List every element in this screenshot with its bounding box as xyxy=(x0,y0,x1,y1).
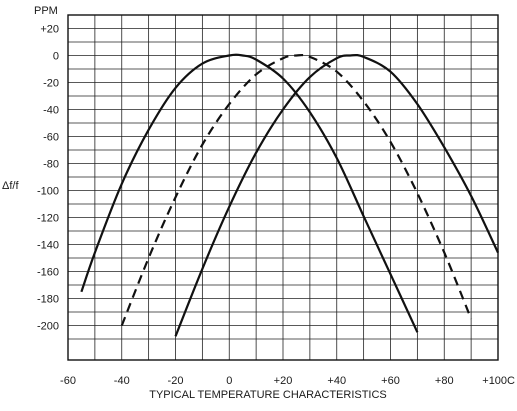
series-line-2 xyxy=(120,53,473,326)
y-axis-label: Δf/f xyxy=(2,180,19,192)
y-tick-label: -200 xyxy=(37,321,59,333)
chart-series xyxy=(80,53,499,337)
y-tick-label: -40 xyxy=(43,105,59,117)
y-tick-label: -20 xyxy=(43,78,59,90)
y-unit-label: PPM xyxy=(34,5,58,17)
series-line-3 xyxy=(174,53,499,337)
x-tick-label: +80 xyxy=(435,375,454,387)
y-tick-label: -120 xyxy=(37,213,59,225)
x-tick-label: -60 xyxy=(60,375,76,387)
y-tick-label: -180 xyxy=(37,294,59,306)
y-tick-label: +20 xyxy=(40,24,59,36)
x-tick-label: 0 xyxy=(226,375,232,387)
chart-grid xyxy=(68,15,498,360)
x-tick-label: +100C xyxy=(482,375,515,387)
plot-frame xyxy=(67,14,499,361)
x-tick-label: -40 xyxy=(114,375,130,387)
x-tick-label: +60 xyxy=(381,375,400,387)
y-tick-label: -160 xyxy=(37,267,59,279)
x-tick-labels: -60 -40 -20 0 +20 +40 +60 +80 +100C xyxy=(60,375,515,387)
y-tick-label: -80 xyxy=(43,159,59,171)
y-tick-label: 0 xyxy=(53,51,59,63)
x-axis-label: TYPICAL TEMPERATURE CHARACTERISTICS xyxy=(149,389,387,401)
y-tick-label: -60 xyxy=(43,132,59,144)
series-line-1 xyxy=(80,53,419,333)
x-tick-label: +20 xyxy=(274,375,293,387)
y-tick-labels: +20 0 -20 -40 -60 -80 -100 -120 -140 -160 -180 -200 xyxy=(37,24,59,333)
x-tick-label: -20 xyxy=(168,375,184,387)
x-tick-label: +40 xyxy=(327,375,346,387)
y-tick-label: -140 xyxy=(37,240,59,252)
y-tick-label: -100 xyxy=(37,186,59,198)
